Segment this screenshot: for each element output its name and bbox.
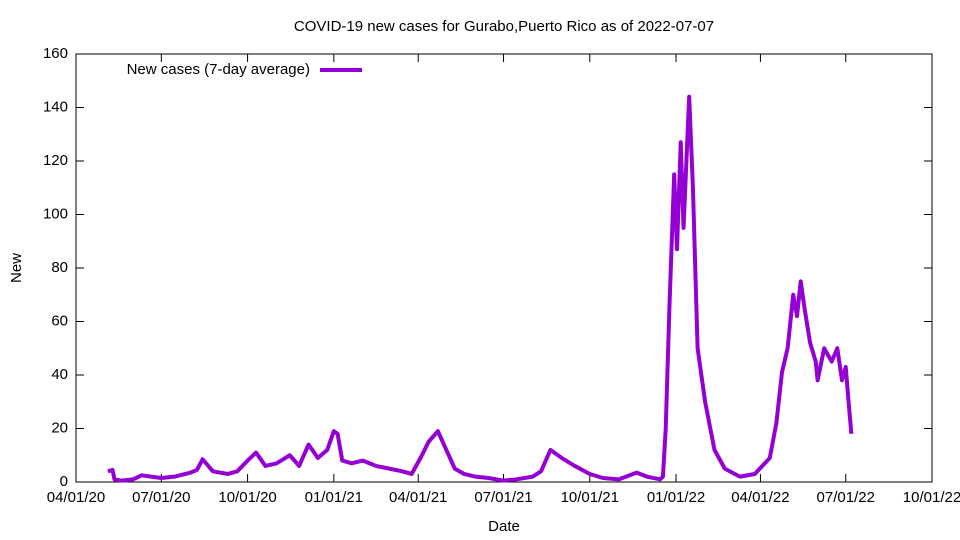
data-line	[107, 94, 854, 483]
x-axis-label: Date	[488, 518, 520, 535]
x-tick-label: 07/01/20	[132, 489, 190, 506]
x-tick-label: 04/01/20	[47, 489, 105, 506]
chart-title: COVID-19 new cases for Gurabo,Puerto Ric…	[294, 18, 714, 35]
x-tick-label: 10/01/22	[903, 489, 960, 506]
y-axis-label: New	[8, 253, 25, 283]
x-tick-label: 07/01/21	[474, 489, 532, 506]
y-tick-label: 100	[43, 205, 68, 222]
x-tick-label: 10/01/20	[218, 489, 276, 506]
x-tick-label: 04/01/21	[389, 489, 447, 506]
y-tick-label: 140	[43, 98, 68, 115]
x-tick-label: 01/01/22	[647, 489, 705, 506]
y-tick-label: 0	[60, 473, 68, 490]
y-tick-label: 60	[51, 312, 68, 329]
x-tick-label: 07/01/22	[817, 489, 875, 506]
y-tick-label: 160	[43, 45, 68, 62]
x-tick-label: 04/01/22	[731, 489, 789, 506]
y-tick-label: 80	[51, 259, 68, 276]
x-tick-label: 10/01/21	[561, 489, 619, 506]
y-tick-label: 120	[43, 152, 68, 169]
y-tick-label: 20	[51, 419, 68, 436]
legend-label: New cases (7-day average)	[127, 61, 310, 78]
x-tick-label: 01/01/21	[305, 489, 363, 506]
y-tick-label: 40	[51, 366, 68, 383]
